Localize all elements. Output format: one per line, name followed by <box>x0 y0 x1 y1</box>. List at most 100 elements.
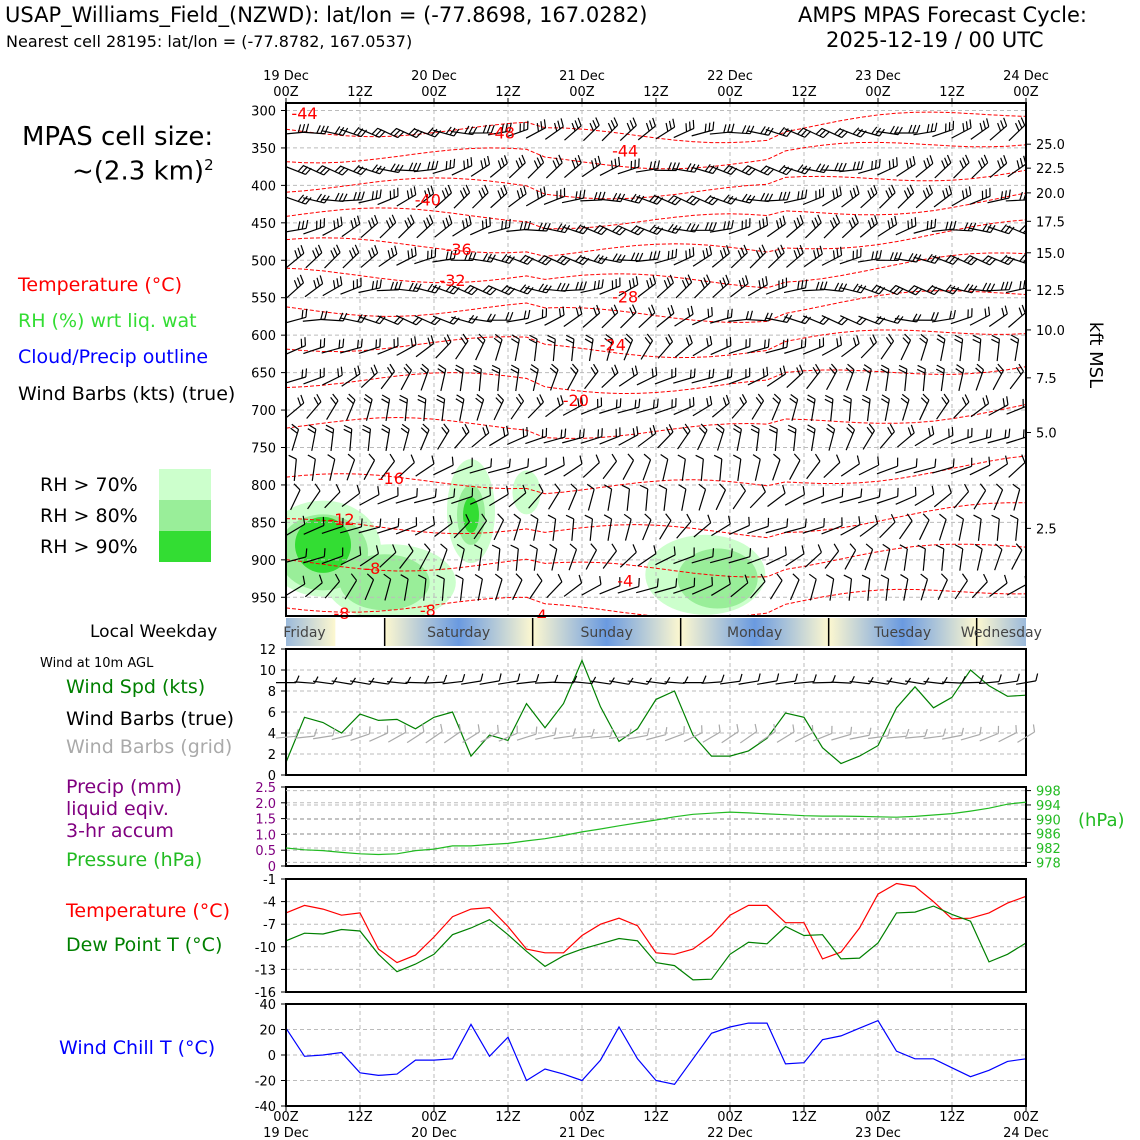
wind-barb <box>973 514 982 541</box>
barb-feather <box>675 398 677 407</box>
wind-barb <box>918 513 930 541</box>
barb-feather <box>443 337 449 346</box>
barb-feather <box>792 724 795 733</box>
barb-feather <box>497 724 499 733</box>
barb-feather <box>850 726 853 735</box>
barb-feather <box>911 286 919 294</box>
barb-staff <box>494 579 503 601</box>
barb-feather <box>430 128 438 136</box>
barb-feather <box>619 427 621 436</box>
surface-wind-barb <box>368 677 393 685</box>
wind-barb <box>987 189 1011 204</box>
barb-feather <box>982 282 988 291</box>
barb-staff <box>395 496 417 504</box>
wind-barb <box>658 484 668 511</box>
barb-feather <box>1000 281 1005 291</box>
barb-feather <box>656 578 659 587</box>
barb-feather <box>981 190 984 200</box>
wind-barb <box>821 315 849 326</box>
barb-feather <box>560 189 562 198</box>
wind-barb <box>358 518 382 534</box>
barb-feather <box>657 250 661 260</box>
barb-staff <box>582 312 601 328</box>
barb-feather <box>760 165 768 173</box>
barb-feather <box>731 219 734 229</box>
barb-staff <box>942 734 962 740</box>
barb-feather <box>336 278 339 287</box>
barb-feather <box>649 251 653 261</box>
wind-barb <box>377 315 405 326</box>
wind-barb <box>895 486 917 505</box>
wind-barb <box>488 253 515 264</box>
barb-feather <box>323 168 331 176</box>
barb-staff <box>973 490 987 510</box>
wind-barb <box>746 312 773 322</box>
barb-feather <box>350 727 354 735</box>
barb-staff <box>602 550 617 569</box>
pressure-tick-label: 950 <box>251 591 276 606</box>
wind-barb <box>491 544 501 571</box>
barb-feather <box>708 165 715 173</box>
barb-staff <box>368 680 389 685</box>
barb-staff <box>860 341 877 359</box>
barb-staff <box>953 491 970 509</box>
barb-feather <box>745 311 749 320</box>
barb-feather <box>644 337 651 345</box>
barb-staff <box>609 680 629 685</box>
wind-barb <box>862 423 875 450</box>
barb-feather <box>852 127 860 135</box>
barb-staff <box>691 166 714 175</box>
barb-feather <box>945 221 949 231</box>
barb-feather <box>889 423 895 432</box>
wind-barb <box>821 336 843 356</box>
barb-staff <box>822 194 842 207</box>
barb-feather <box>700 423 708 431</box>
barb-feather <box>1017 120 1023 129</box>
isotherm-label: -24 <box>600 336 626 355</box>
wind-barb <box>511 334 520 362</box>
wind-barb <box>436 394 446 422</box>
barb-feather <box>301 220 305 230</box>
barb-feather <box>436 394 445 400</box>
barb-feather <box>509 122 512 132</box>
wind-barb <box>363 453 376 480</box>
wind-barb <box>469 486 491 505</box>
barb-feather <box>370 367 375 376</box>
barb-staff <box>497 548 501 571</box>
grid-wind-barb <box>275 728 299 739</box>
barb-staff <box>489 433 509 447</box>
wind-barb <box>472 184 489 209</box>
barb-feather <box>471 457 473 467</box>
wind-barb <box>656 274 675 299</box>
barb-staff <box>802 345 824 355</box>
temperature-panel: -1-4-7-10-13-16 <box>255 873 1027 1001</box>
barb-feather <box>1016 673 1020 682</box>
wind-barb <box>580 224 608 236</box>
barb-feather <box>784 546 787 556</box>
surface-wind-barb <box>738 673 761 685</box>
barb-feather <box>530 514 539 520</box>
wind-barb <box>988 396 1009 416</box>
barb-feather <box>1004 429 1007 439</box>
wind-barb <box>396 186 417 207</box>
barb-feather <box>523 285 530 293</box>
barb-feather <box>852 187 857 197</box>
barb-feather <box>481 220 484 230</box>
barb-feather <box>591 728 595 737</box>
barb-feather <box>769 424 778 430</box>
barb-feather <box>730 548 733 558</box>
barb-feather <box>379 518 382 528</box>
barb-feather <box>788 424 797 430</box>
barb-feather <box>1027 256 1032 265</box>
barb-staff <box>455 340 469 360</box>
pressure-tick-label: 400 <box>251 179 276 194</box>
wind-barb <box>358 189 382 204</box>
barb-feather <box>667 223 674 232</box>
barb-feather <box>745 369 747 378</box>
barb-feather <box>572 728 576 736</box>
barb-feather <box>767 517 770 527</box>
barb-feather <box>727 515 731 525</box>
barb-staff <box>920 339 929 361</box>
wind-barb <box>599 398 622 414</box>
